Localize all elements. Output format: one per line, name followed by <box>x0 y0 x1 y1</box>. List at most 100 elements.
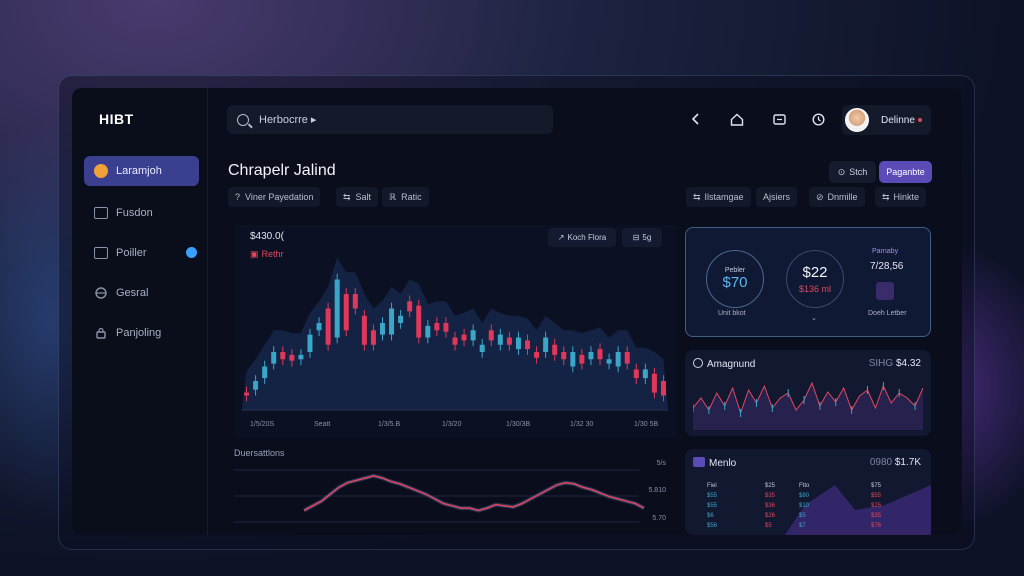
filter-chip[interactable]: ⊘ Dnmille <box>809 187 865 207</box>
candle-body <box>470 330 476 341</box>
market-cell: $55 <box>707 503 718 509</box>
chart-type-button[interactable]: ↗ Koch Flora <box>548 228 616 247</box>
market-cell: $55 <box>871 493 882 499</box>
sparkline-line <box>693 381 923 415</box>
candle-body <box>660 381 666 396</box>
app-window: HIBT Laramjoh Fusdon Poiller Gesral Panj… <box>72 88 962 535</box>
candle-body <box>642 369 648 379</box>
chip-label: Viner Payedation <box>245 192 314 202</box>
line-chart-icon: ↗ <box>557 233 565 242</box>
clock-icon[interactable] <box>809 110 827 128</box>
sidebar-item-label: Gesral <box>116 287 149 299</box>
chart-delta-label: Rethr <box>261 249 284 259</box>
candle-body <box>389 308 395 335</box>
candle-body <box>271 352 277 364</box>
chip-icon: ⇆ <box>343 191 351 202</box>
candlestick-plot <box>242 257 668 411</box>
user-menu[interactable]: Delinne <box>842 105 931 135</box>
back-icon[interactable] <box>687 110 705 128</box>
stat-label: Pebler <box>724 267 746 274</box>
market-cell: $36 <box>765 503 776 509</box>
card-value-main: $4.32 <box>895 358 921 369</box>
sidebar-item-poiller[interactable]: Poiller <box>84 238 199 268</box>
candle-body <box>316 323 322 331</box>
candle-body <box>280 352 286 360</box>
filter-chip[interactable]: ⇆ Hinkte <box>875 187 927 207</box>
candle-body <box>543 337 549 352</box>
sidebar-item-gesral[interactable]: Gesral <box>84 278 199 308</box>
sidebar-item-panjoling[interactable]: Panjoling <box>84 318 199 348</box>
notification-badge <box>186 247 197 258</box>
x-tick-label: 1/30 5B <box>634 421 659 428</box>
candle-body <box>552 344 558 355</box>
chip-label: Dnmille <box>827 192 858 202</box>
card-value-main: $1.7K <box>894 457 921 468</box>
x-tick-label: 1/5/20S <box>250 421 275 428</box>
home-icon[interactable] <box>728 110 746 128</box>
lock-icon: ⊟ <box>632 233 640 242</box>
chart-tag-icon: ▣ <box>250 249 259 259</box>
candle-body <box>561 352 567 360</box>
market-cell: Ftto <box>799 483 810 489</box>
sidebar-item-label: Panjoling <box>116 327 162 339</box>
x-tick-label: 1/32 30 <box>570 421 594 428</box>
market-cell: $7 <box>799 523 806 529</box>
chart-type-label: Koch Flora <box>567 233 607 242</box>
user-name: Delinne <box>881 114 915 126</box>
sidebar-item-label: Laramjoh <box>116 165 162 177</box>
stat-caption: Unit bkot <box>718 310 746 317</box>
sidebar-item-fusdon[interactable]: Fusdon <box>84 198 199 228</box>
interval-button[interactable]: ⊟ 5g <box>622 228 662 247</box>
candle-body <box>289 354 295 361</box>
chip-icon: ⊘ <box>816 191 824 202</box>
candle-body <box>570 352 576 367</box>
sidebar-item-laramjoh[interactable]: Laramjoh <box>84 156 199 186</box>
chip-label: Salt <box>355 192 372 202</box>
candle-body <box>633 369 639 379</box>
market-cell: $35 <box>871 513 882 519</box>
sub-axis-label: 5.70 <box>652 515 666 522</box>
card-title: Menlo <box>693 457 736 469</box>
filter-chip[interactable]: ? Viner Payedation <box>228 187 321 207</box>
candle-body <box>515 337 521 350</box>
card-icon[interactable] <box>770 110 788 128</box>
stat-circle-center: $22 $136 ml <box>786 250 844 308</box>
candle-body <box>479 344 485 352</box>
lock-icon <box>94 327 108 339</box>
search-input[interactable]: Herbocrre ▸ <box>227 105 553 134</box>
market-card[interactable]: Menlo 0980 $1.7K Fiel $55 $55 $6 $56 $25 $35 $3… <box>685 449 931 535</box>
candle-body <box>370 330 376 345</box>
series-line <box>303 475 645 512</box>
candle-body <box>379 323 385 335</box>
candle-body <box>615 352 621 367</box>
chart-value: $430.0( <box>250 231 284 242</box>
stat-circle-left: Pebler $70 <box>706 250 764 308</box>
candle-body <box>443 323 449 332</box>
secondary-button[interactable]: ⊙ Stch <box>829 161 876 183</box>
filter-chip[interactable]: ⇆ Ilstamgae <box>686 187 751 207</box>
card-title-label: Amagnund <box>707 359 756 370</box>
filter-chip[interactable]: ℝ Ratic <box>382 187 429 207</box>
sidebar: HIBT Laramjoh Fusdon Poiller Gesral Panj… <box>72 88 208 535</box>
chart-icon <box>693 457 705 467</box>
card-value: 0980 $1.7K <box>870 457 921 468</box>
chevron-down-icon[interactable]: ⌄ <box>811 315 817 322</box>
area-series <box>785 485 931 535</box>
candle-body <box>343 294 349 331</box>
card-value-muted: 0980 <box>869 457 893 468</box>
asset-card[interactable]: Amagnund SIHG $4.32 <box>685 350 931 436</box>
stat-caption: Doeh Letber <box>868 310 907 317</box>
coin-icon <box>693 358 703 368</box>
app-logo: HIBT <box>99 111 134 127</box>
filter-chip[interactable]: ⇆ Salt <box>336 187 379 207</box>
secondary-button-label: Stch <box>849 167 868 177</box>
chip-icon: ℝ <box>389 191 397 202</box>
search-value: Herbocrre <box>259 113 308 126</box>
primary-button[interactable]: Paganbte <box>879 161 932 183</box>
candle-body <box>425 325 431 338</box>
filter-chip[interactable]: Ajsiers <box>756 187 798 207</box>
sparkline-chart <box>693 381 923 430</box>
candle-body <box>298 354 304 360</box>
candle-body <box>534 352 540 358</box>
sidebar-item-label: Poiller <box>116 247 147 259</box>
